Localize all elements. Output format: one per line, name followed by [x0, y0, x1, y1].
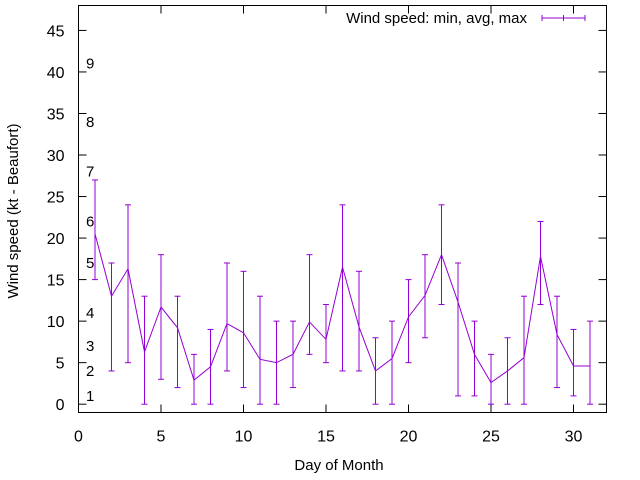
- y-axis-label: Wind speed (kt - Beaufort): [5, 123, 22, 298]
- x-tick-label: 5: [157, 429, 166, 446]
- legend-label: Wind speed: min, avg, max: [346, 10, 527, 27]
- x-tick-label: 20: [400, 429, 418, 446]
- x-axis-label: Day of Month: [294, 457, 383, 474]
- x-tick-label: 25: [482, 429, 500, 446]
- y-tick-label: 10: [47, 314, 65, 331]
- y-tick-label: 5: [56, 356, 65, 373]
- y-tick-label: 45: [47, 23, 65, 40]
- legend-line-sample: [541, 15, 586, 21]
- y-tick-label: 35: [47, 106, 65, 123]
- beaufort-label: 5: [86, 255, 94, 272]
- x-tick-label: 0: [74, 429, 83, 446]
- beaufort-label: 6: [86, 213, 94, 230]
- legend: Wind speed: min, avg, max: [346, 10, 586, 27]
- series-wind-speed: [92, 179, 593, 405]
- y-tick-label: 0: [56, 397, 65, 414]
- beaufort-label: 2: [86, 363, 94, 380]
- x-tick-label: 15: [317, 429, 335, 446]
- y-tick-label: 15: [47, 273, 65, 290]
- beaufort-label: 1: [86, 388, 94, 405]
- x-tick-label: 10: [235, 429, 253, 446]
- beaufort-scale-labels: 1 2 3 4 5 6 7 8 9: [86, 56, 94, 405]
- y-tick-label: 30: [47, 148, 65, 165]
- x-tick-label: 30: [565, 429, 583, 446]
- plot-frame: [78, 5, 607, 413]
- beaufort-label: 3: [86, 338, 94, 355]
- beaufort-label: 4: [86, 305, 94, 322]
- y-tick-label: 20: [47, 231, 65, 248]
- x-axis: 0 5 10 15 20 25 30: [74, 5, 583, 446]
- y-tick-label: 40: [47, 65, 65, 82]
- y-tick-label: 25: [47, 190, 65, 207]
- beaufort-label: 9: [86, 56, 94, 73]
- beaufort-label: 8: [86, 114, 94, 131]
- beaufort-label: 7: [86, 164, 94, 181]
